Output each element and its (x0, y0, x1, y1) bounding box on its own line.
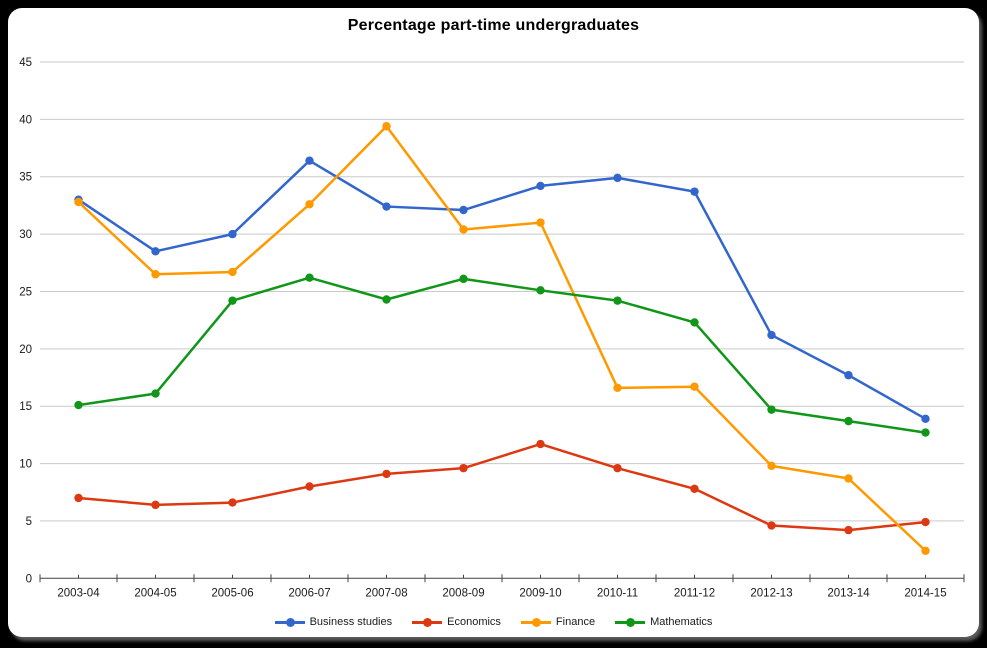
x-tick-label: 2005-06 (211, 587, 253, 599)
data-point-economics (690, 484, 699, 494)
data-point-business-studies (459, 205, 468, 215)
chart-canvas: 45 40 35 30 25 20 15 10 5 0 2003-04 2004-05 2005-06 2… (19, 57, 965, 599)
data-point-economics (613, 463, 622, 473)
data-point-economics (382, 469, 391, 479)
data-point-mathematics (228, 296, 237, 305)
data-point-mathematics (305, 273, 314, 282)
x-tick-label: 2009-10 (519, 587, 561, 599)
data-point-mathematics (536, 286, 545, 295)
x-tick-label: 2006-07 (288, 587, 330, 599)
data-point-business-studies (921, 414, 930, 424)
x-tick-label: 2004-05 (134, 587, 176, 599)
data-point-mathematics (151, 389, 160, 398)
x-tick-label: 2003-04 (57, 587, 100, 599)
data-point-business-studies (767, 330, 776, 340)
data-point-business-studies (382, 202, 391, 211)
data-point-finance (767, 461, 776, 471)
y-tick-label: 20 (19, 344, 32, 356)
legend-item-finance: Finance (520, 616, 596, 628)
legend-item-economics: Economics (412, 616, 501, 628)
x-tick-label: 2008-09 (442, 587, 484, 599)
x-tick-label: 2014-15 (904, 587, 946, 599)
data-point-economics (844, 525, 853, 535)
x-tick-label: 2013-14 (827, 587, 870, 599)
data-point-finance (613, 383, 622, 393)
legend-item-mathematics: Mathematics (615, 616, 712, 628)
data-point-mathematics (690, 318, 699, 327)
y-tick-label: 15 (19, 401, 32, 413)
data-point-economics (151, 500, 160, 510)
data-point-mathematics (921, 428, 930, 437)
series-line-finance (77, 125, 927, 553)
data-point-finance (305, 200, 314, 209)
data-point-mathematics (382, 295, 391, 304)
data-point-mathematics (74, 400, 83, 410)
y-tick-label: 30 (19, 229, 32, 241)
data-point-business-studies (151, 247, 160, 256)
data-point-economics (228, 498, 237, 507)
y-tick-label: 0 (26, 573, 32, 585)
y-tick-label: 45 (19, 57, 32, 69)
data-point-finance (690, 382, 699, 391)
data-point-mathematics (767, 405, 776, 414)
data-point-business-studies (228, 229, 237, 239)
data-point-business-studies (844, 371, 853, 380)
data-point-economics (74, 493, 83, 503)
x-tick-label: 2011-12 (674, 587, 715, 599)
data-point-finance (382, 122, 391, 131)
data-point-business-studies (305, 156, 314, 165)
data-point-economics (767, 521, 776, 530)
y-tick-label: 35 (19, 172, 32, 184)
data-point-finance (844, 474, 853, 483)
legend-label: Mathematics (650, 616, 713, 628)
data-point-finance (921, 546, 930, 555)
y-tick-label: 10 (19, 459, 32, 471)
data-point-finance (74, 197, 83, 207)
data-point-finance (536, 218, 545, 227)
legend-label: Finance (555, 616, 596, 628)
data-point-mathematics (459, 274, 468, 284)
x-tick-label: 2007-08 (365, 587, 407, 599)
chart-title: Percentage part-time undergraduates (347, 17, 640, 34)
legend-label: Economics (447, 616, 501, 628)
data-point-business-studies (536, 181, 545, 191)
data-point-economics (459, 463, 468, 473)
series-line-economics (77, 442, 927, 532)
data-point-economics (921, 517, 930, 527)
series-line-business-studies (77, 159, 927, 421)
data-point-economics (305, 482, 314, 491)
chart-panel: Percentage part-time undergraduates 45 40… (8, 8, 979, 637)
data-point-finance (228, 267, 237, 277)
data-point-business-studies (613, 173, 622, 183)
y-tick-label: 40 (19, 114, 32, 126)
legend-swatch-icon (520, 617, 551, 627)
x-tick-label: 2010-11 (597, 587, 638, 599)
data-point-finance (459, 225, 468, 234)
data-point-finance (151, 270, 160, 279)
y-tick-label: 5 (26, 516, 32, 528)
data-point-mathematics (844, 416, 853, 426)
data-point-economics (536, 439, 545, 449)
data-point-business-studies (690, 187, 699, 196)
legend-swatch-icon (615, 617, 646, 627)
data-point-mathematics (613, 296, 622, 305)
legend-swatch-icon (274, 617, 305, 627)
series-line-mathematics (77, 276, 927, 434)
legend: Business studies Economics Finance Mathemat… (8, 616, 979, 628)
legend-swatch-icon (412, 617, 443, 627)
legend-item-business-studies: Business studies (274, 616, 393, 628)
x-tick-label: 2012-13 (750, 587, 792, 599)
y-tick-label: 25 (19, 286, 32, 298)
legend-label: Business studies (309, 616, 393, 628)
